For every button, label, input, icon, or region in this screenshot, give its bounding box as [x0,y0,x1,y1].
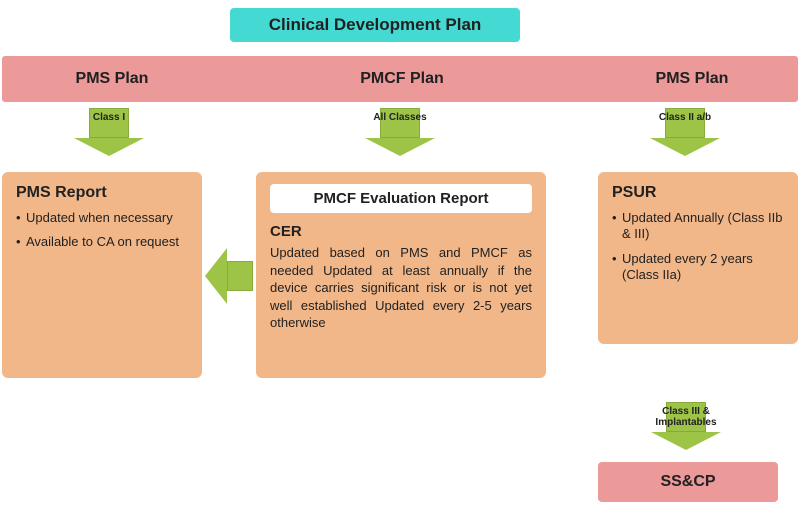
arrow-label-4: Class III & Implantables [640,406,732,428]
arrow-all-classes: All Classes [365,108,435,156]
cer-body: Updated based on PMS and PMCF as needed … [270,244,532,332]
psur-title: PSUR [612,184,784,202]
psur-b1: Updated Annually (Class IIb & III) [612,210,784,243]
plan-right: PMS Plan [622,70,762,88]
pms-report-title: PMS Report [16,184,188,202]
arrow-label-1: Class I [74,112,144,123]
arrow-cer-to-pms [205,248,253,304]
cer-card: PMCF Evaluation Report CER Updated based… [256,172,546,378]
title-box: Clinical Development Plan [230,8,520,42]
arrow-class3: Class III & Implantables [640,402,732,450]
pms-report-card: PMS Report Updated when necessary Availa… [2,172,202,378]
plan-center: PMCF Plan [322,70,482,88]
sscp-box: SS&CP [598,462,778,502]
psur-card: PSUR Updated Annually (Class IIb & III) … [598,172,798,344]
arrow-class2ab: Class II a/b [650,108,720,156]
pms-report-b2: Available to CA on request [16,234,188,250]
plan-bar: PMS Plan PMCF Plan PMS Plan [2,56,798,102]
arrow-class1: Class I [74,108,144,156]
arrow-label-2: All Classes [365,112,435,123]
pmcf-eval-pill: PMCF Evaluation Report [270,184,532,213]
cer-subhead: CER [270,223,532,240]
arrow-label-3: Class II a/b [650,112,720,123]
psur-b2: Updated every 2 years (Class IIa) [612,251,784,284]
pms-report-b1: Updated when necessary [16,210,188,226]
plan-left: PMS Plan [42,70,182,88]
